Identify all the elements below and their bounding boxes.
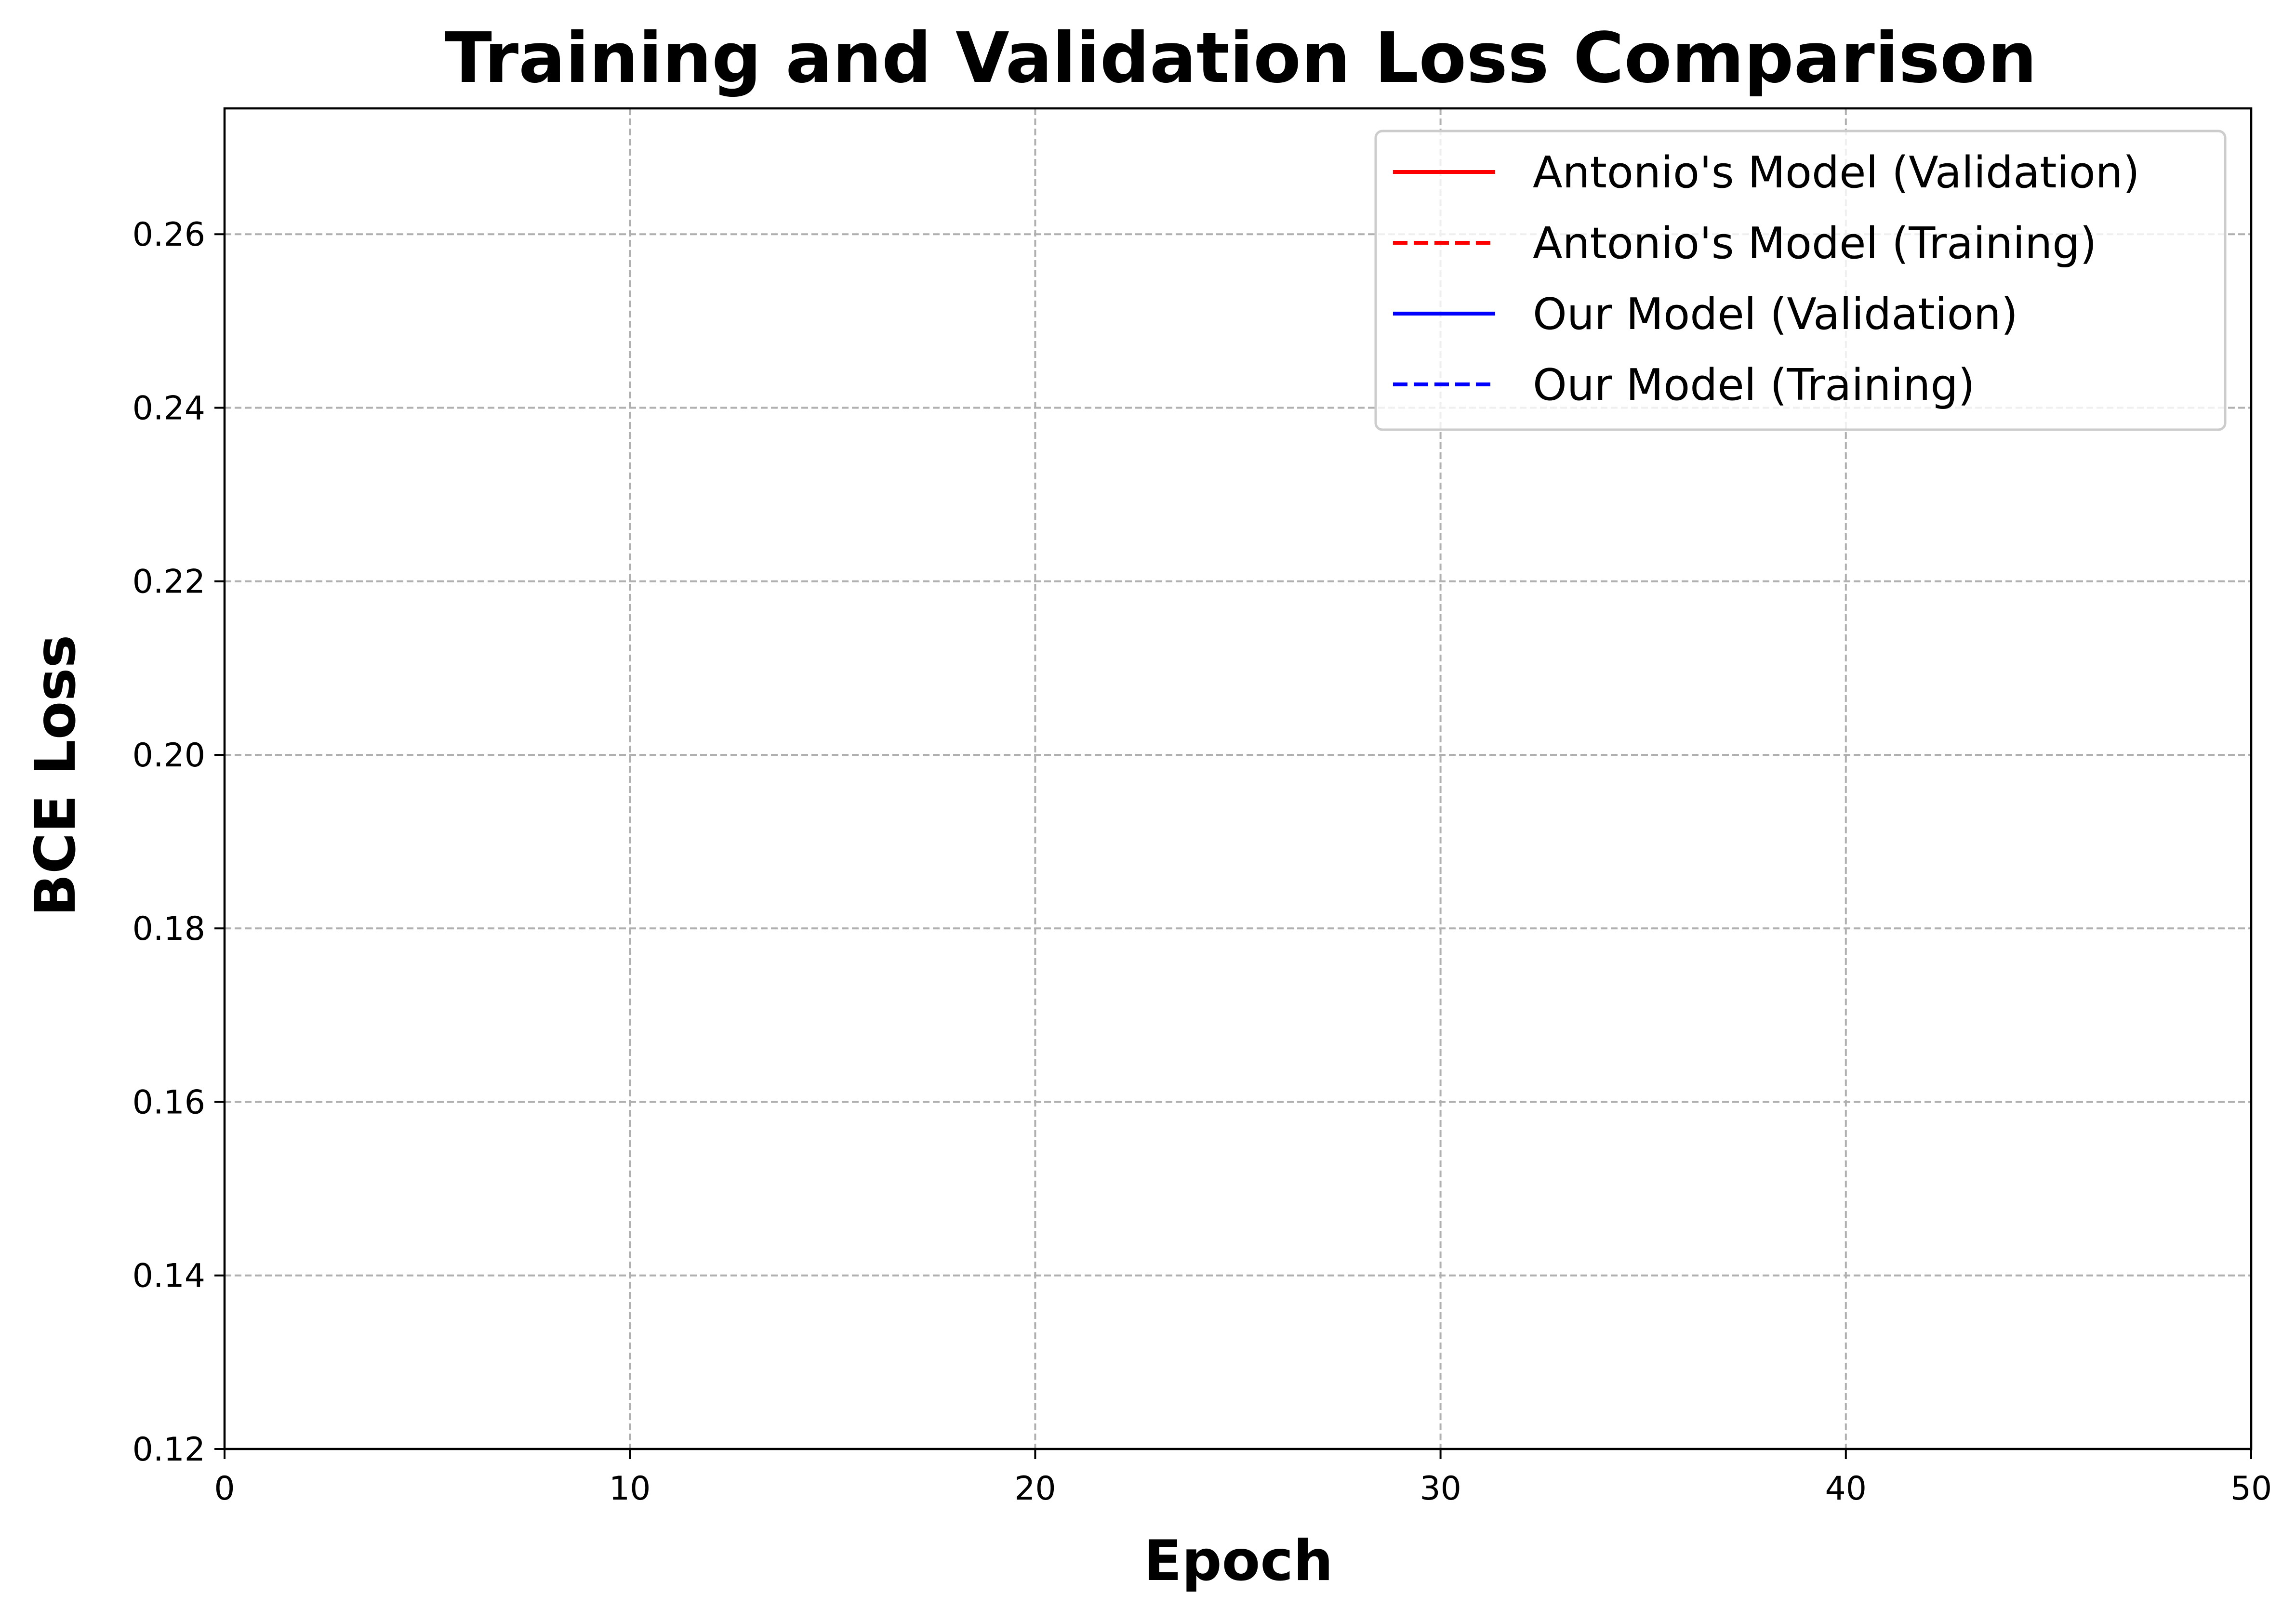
x-tick-label: 0 xyxy=(214,1470,235,1508)
y-tick-label: 0.14 xyxy=(133,1257,205,1295)
y-axis-label: BCE Loss xyxy=(23,635,88,917)
y-tick-label: 0.26 xyxy=(133,216,205,254)
y-tick-label: 0.18 xyxy=(133,910,205,948)
x-tick-label: 20 xyxy=(1014,1470,1056,1508)
legend-label: Our Model (Training) xyxy=(1533,360,1975,410)
legend-box xyxy=(1374,130,2227,431)
y-tick-label: 0.22 xyxy=(133,563,205,601)
x-tick-label: 50 xyxy=(2230,1470,2272,1508)
y-tick-label: 0.24 xyxy=(133,389,205,427)
x-tick-label: 10 xyxy=(609,1470,651,1508)
legend-label: Antonio's Model (Training) xyxy=(1533,218,2097,269)
chart-title: Training and Validation Loss Comparison xyxy=(445,17,2037,98)
legend: Antonio's Model (Validation) Antonio's Mo… xyxy=(1374,130,2227,431)
y-tick-label: 0.16 xyxy=(133,1083,205,1121)
axis-ticks: 0 10 20 30 40 50 0.12 0.14 0.16 0.18 0.20 0.22 0.24 0… xyxy=(133,216,2272,1508)
x-tick-label: 30 xyxy=(1420,1470,1461,1508)
grid-lines xyxy=(224,108,2252,1450)
plot-frame xyxy=(223,107,2253,1450)
legend-label: Our Model (Validation) xyxy=(1533,289,2018,340)
x-axis-label: Epoch xyxy=(1143,1528,1333,1594)
legend-label: Antonio's Model (Validation) xyxy=(1533,147,2140,198)
y-tick-label: 0.20 xyxy=(133,737,205,775)
x-tick-label: 40 xyxy=(1825,1470,1867,1508)
y-tick-label: 0.12 xyxy=(133,1431,205,1469)
